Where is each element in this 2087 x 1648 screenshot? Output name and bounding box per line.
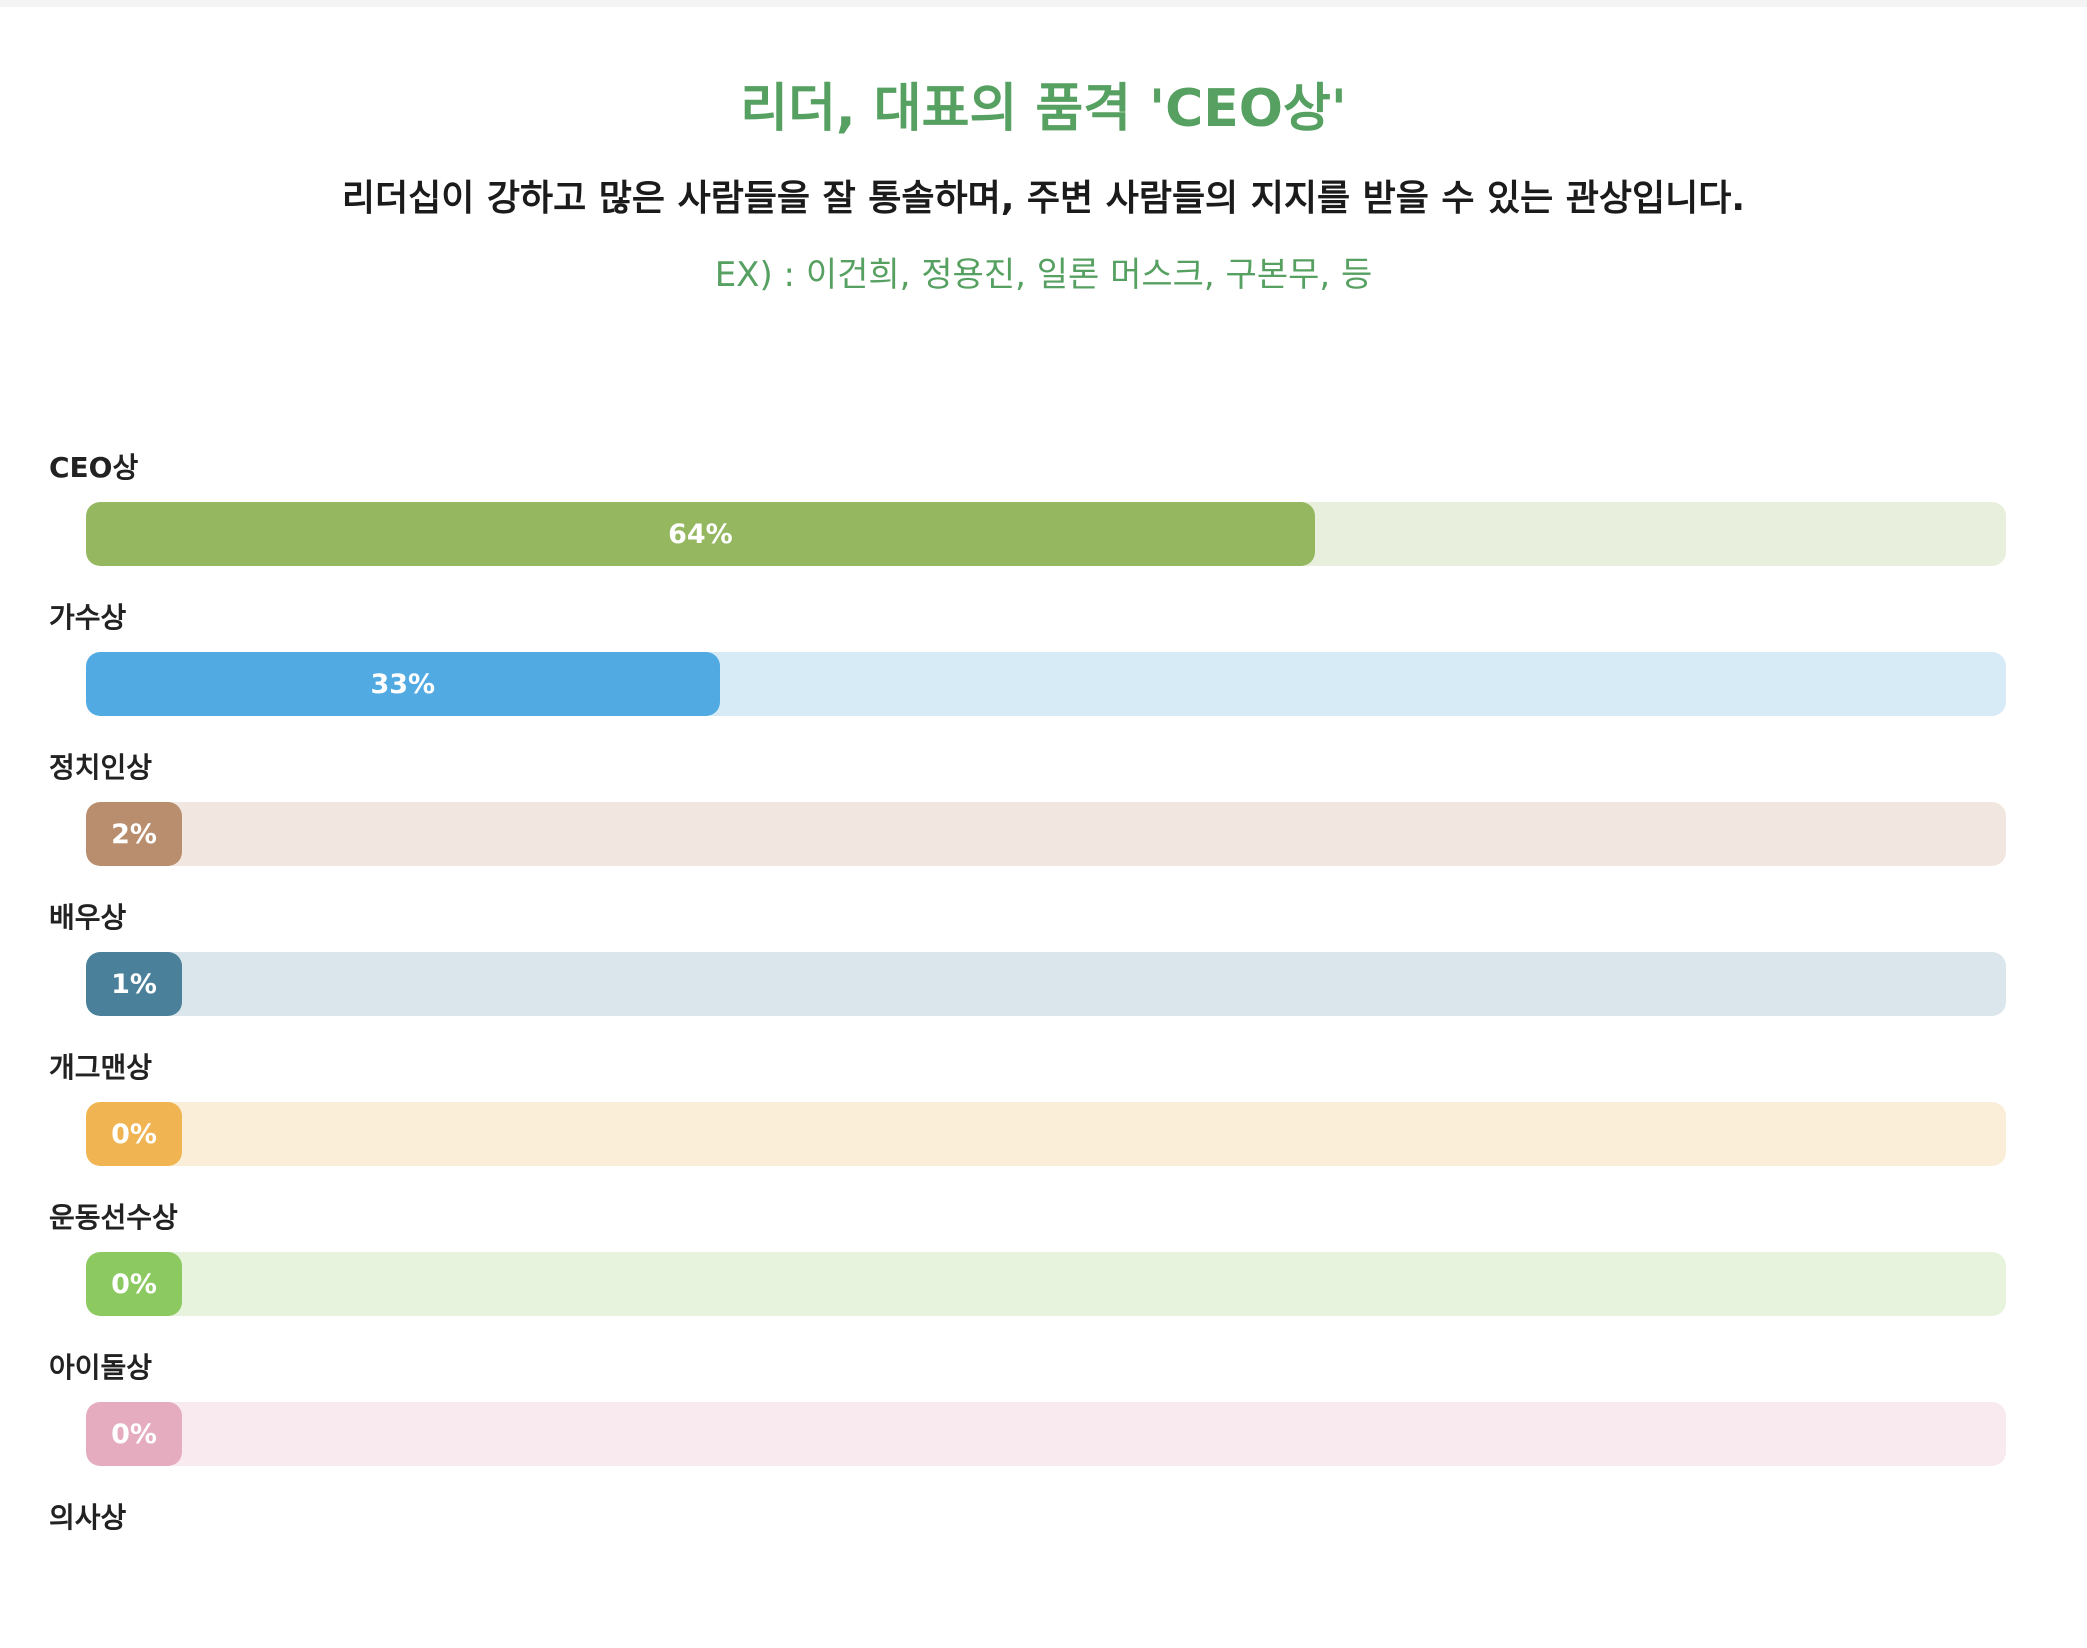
percent-label: 0% <box>111 1268 157 1300</box>
progress-fill: 33% <box>86 652 720 716</box>
percent-label: 0% <box>111 1118 157 1150</box>
progress-track: 0% <box>86 1102 2006 1166</box>
percent-label: 33% <box>370 668 436 700</box>
percent-label: 2% <box>111 818 157 850</box>
progress-fill: 0% <box>86 1402 182 1466</box>
result-examples: EX) : 이건희, 정용진, 일론 머스크, 구본무, 등 <box>714 255 1373 295</box>
percent-label: 1% <box>111 968 157 1000</box>
progress-track: 0% <box>86 1252 2006 1316</box>
result-label: 개그맨상 <box>49 1051 153 1084</box>
result-row-politician: 정치인상 2% <box>0 748 2087 898</box>
result-row-athlete: 운동선수상 0% <box>0 1198 2087 1348</box>
progress-fill: 0% <box>86 1102 182 1166</box>
progress-track: 64% <box>86 502 2006 566</box>
progress-fill: 0% <box>86 1252 182 1316</box>
result-title: 리더, 대표의 품격 'CEO상' <box>740 79 1347 139</box>
result-label: 가수상 <box>49 601 127 634</box>
progress-track: 0% <box>86 1402 2006 1466</box>
results-list: CEO상 64% 가수상 33% 정치인상 2% 배우상 1% <box>0 448 2087 1648</box>
progress-track: 33% <box>86 652 2006 716</box>
progress-track: 2% <box>86 802 2006 866</box>
result-description: 리더십이 강하고 많은 사람들을 잘 통솔하며, 주변 사람들의 지지를 받을 … <box>341 178 1746 219</box>
result-label: 의사상 <box>49 1501 127 1534</box>
progress-fill: 2% <box>86 802 182 866</box>
progress-fill: 1% <box>86 952 182 1016</box>
top-strip <box>0 0 2087 7</box>
result-row-ceo: CEO상 64% <box>0 448 2087 598</box>
result-row-idol: 아이돌상 0% <box>0 1348 2087 1498</box>
result-label: 운동선수상 <box>49 1201 178 1234</box>
result-row-comedian: 개그맨상 0% <box>0 1048 2087 1198</box>
percent-label: 0% <box>111 1418 157 1450</box>
result-row-actor: 배우상 1% <box>0 898 2087 1048</box>
result-row-singer: 가수상 33% <box>0 598 2087 748</box>
percent-label: 64% <box>668 518 733 550</box>
result-label: 정치인상 <box>49 751 153 784</box>
progress-fill: 64% <box>86 502 1315 566</box>
result-label: CEO상 <box>49 451 139 484</box>
result-row-doctor: 의사상 <box>0 1498 2087 1648</box>
progress-track: 1% <box>86 952 2006 1016</box>
result-label: 아이돌상 <box>49 1351 153 1384</box>
result-label: 배우상 <box>49 901 127 934</box>
